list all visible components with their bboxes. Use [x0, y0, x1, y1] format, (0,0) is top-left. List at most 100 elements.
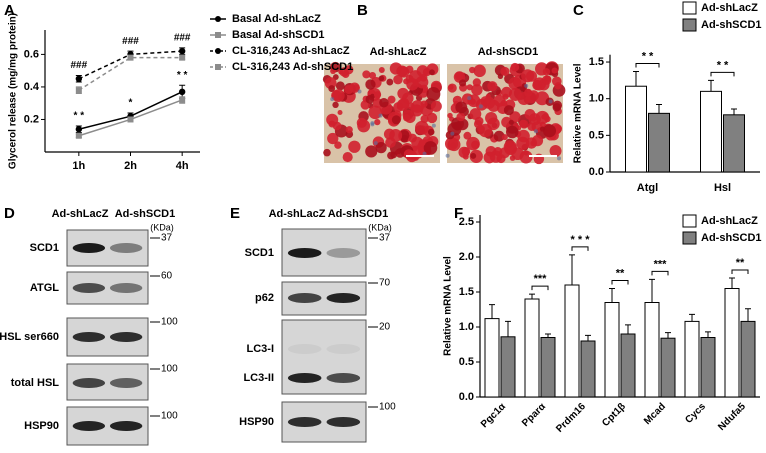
- lipid-droplet: [429, 69, 435, 76]
- error-bar: [633, 71, 639, 87]
- annotation: * *: [177, 70, 188, 81]
- annotation: **: [616, 267, 625, 279]
- nucleus: [524, 83, 529, 88]
- legend-swatch: [682, 18, 697, 32]
- band-label: p62: [255, 292, 274, 304]
- lipid-droplet: [510, 62, 520, 72]
- lipid-droplet: [551, 67, 558, 74]
- band: [326, 373, 361, 383]
- lipid-droplet: [542, 68, 551, 76]
- bar: [700, 337, 716, 398]
- significance-bracket: [611, 280, 629, 285]
- lipid-droplet: [469, 149, 483, 164]
- lipid-droplet: [501, 134, 508, 141]
- error-bar: [545, 333, 551, 338]
- band: [287, 248, 322, 258]
- nucleus: [445, 153, 450, 158]
- lipid-droplet: [541, 75, 552, 85]
- bar: [644, 302, 660, 398]
- lipid-droplet: [542, 124, 557, 138]
- lipid-droplet: [554, 82, 562, 90]
- lipid-droplet: [463, 131, 472, 140]
- x-tick-label: Hsl: [714, 182, 731, 194]
- y-tick-label: 0.4: [24, 81, 40, 93]
- legend-swatch: [682, 231, 697, 245]
- lipid-droplet: [427, 128, 435, 136]
- y-tick-label: 0.5: [459, 356, 474, 368]
- lipid-droplet: [337, 109, 343, 116]
- point: [75, 87, 82, 94]
- lipid-droplet: [473, 64, 486, 78]
- legend-label: CL-316,243 Ad-shSCD1: [232, 61, 353, 73]
- y-tick-label: 2.5: [459, 216, 474, 228]
- band-label: HSP90: [24, 420, 59, 432]
- lipid-droplet: [375, 142, 387, 154]
- lipid-droplet: [426, 112, 438, 124]
- panel-letter: A: [4, 2, 15, 19]
- band: [109, 421, 143, 431]
- point: [179, 54, 186, 61]
- y-axis-label: Glycerol release (mg/mg protein): [8, 13, 19, 169]
- annotation: ***: [654, 258, 668, 270]
- lipid-droplet: [415, 120, 429, 135]
- nucleus: [378, 113, 383, 118]
- legend-label: Basal Ad-shLacZ: [232, 13, 321, 25]
- blot-frame: [281, 319, 367, 395]
- lipid-droplet: [345, 126, 353, 134]
- unit-label: (KDa): [368, 222, 392, 232]
- lane-label: Ad-shSCD1: [328, 208, 389, 220]
- band: [72, 283, 106, 293]
- lipid-droplet: [524, 88, 533, 97]
- band: [109, 332, 143, 342]
- lipid-droplet: [497, 73, 504, 80]
- lipid-droplet: [447, 138, 461, 152]
- nucleus: [467, 96, 472, 101]
- band: [287, 344, 322, 354]
- lipid-droplet: [342, 152, 353, 163]
- lipid-droplet: [323, 148, 331, 157]
- y-tick-label: 0.2: [24, 113, 39, 125]
- error-bar: [649, 278, 655, 303]
- band-label: p-HSL ser660: [0, 331, 59, 343]
- band: [287, 293, 322, 303]
- legend-swatch: [682, 214, 697, 228]
- lipid-droplet: [466, 84, 473, 91]
- lipid-droplet: [411, 136, 424, 149]
- image-label: Ad-shLacZ: [370, 46, 427, 58]
- point: [179, 96, 186, 103]
- unit-label: (KDa): [150, 222, 174, 232]
- lipid-droplet: [365, 95, 375, 104]
- bar: [524, 298, 540, 398]
- lipid-droplet: [527, 122, 536, 131]
- bar: [625, 85, 647, 173]
- error-bar: [665, 332, 671, 339]
- bar: [620, 333, 636, 398]
- nucleus: [373, 141, 378, 146]
- point: [75, 132, 82, 139]
- lipid-droplet: [416, 65, 429, 78]
- legend-marker: [215, 16, 221, 22]
- lipid-droplet: [447, 112, 453, 119]
- annotation: * *: [717, 59, 729, 71]
- lipid-droplet: [391, 115, 401, 125]
- lipid-droplet: [523, 150, 529, 156]
- bar: [684, 320, 700, 398]
- y-tick-label: 1.5: [459, 286, 474, 298]
- lipid-droplet: [393, 102, 404, 113]
- nucleus: [450, 131, 455, 136]
- bar: [540, 337, 556, 398]
- error-bar: [731, 108, 737, 115]
- lipid-droplet: [357, 119, 371, 133]
- band-label: LC3-II: [243, 372, 274, 384]
- x-tick-label: Prdm16: [554, 401, 588, 435]
- point: [127, 54, 134, 61]
- lipid-droplet: [485, 111, 498, 125]
- error-bar: [708, 79, 714, 92]
- micrograph: [444, 61, 566, 165]
- nucleus: [533, 129, 538, 134]
- lipid-droplet: [485, 146, 497, 157]
- marker-label: 100: [161, 317, 178, 328]
- significance-bracket: [651, 270, 669, 276]
- lane-label: Ad-shLacZ: [52, 208, 109, 220]
- lipid-droplet: [334, 141, 342, 149]
